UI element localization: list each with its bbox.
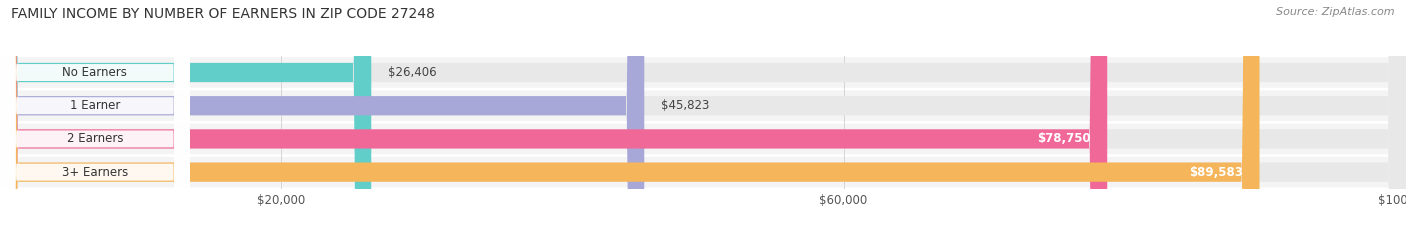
Text: Source: ZipAtlas.com: Source: ZipAtlas.com xyxy=(1277,7,1395,17)
Text: $78,750: $78,750 xyxy=(1036,132,1091,145)
FancyBboxPatch shape xyxy=(0,0,190,233)
FancyBboxPatch shape xyxy=(0,0,1108,233)
Text: $89,583: $89,583 xyxy=(1189,166,1243,179)
Text: FAMILY INCOME BY NUMBER OF EARNERS IN ZIP CODE 27248: FAMILY INCOME BY NUMBER OF EARNERS IN ZI… xyxy=(11,7,434,21)
FancyBboxPatch shape xyxy=(0,124,1406,154)
FancyBboxPatch shape xyxy=(0,90,1406,121)
Text: 3+ Earners: 3+ Earners xyxy=(62,166,128,179)
FancyBboxPatch shape xyxy=(0,0,190,233)
FancyBboxPatch shape xyxy=(0,0,371,233)
Text: No Earners: No Earners xyxy=(62,66,128,79)
FancyBboxPatch shape xyxy=(0,0,190,233)
FancyBboxPatch shape xyxy=(0,0,644,233)
FancyBboxPatch shape xyxy=(0,0,190,233)
Text: $26,406: $26,406 xyxy=(388,66,437,79)
Text: 1 Earner: 1 Earner xyxy=(70,99,120,112)
FancyBboxPatch shape xyxy=(0,157,1406,187)
Text: 2 Earners: 2 Earners xyxy=(66,132,124,145)
Text: $45,823: $45,823 xyxy=(661,99,710,112)
FancyBboxPatch shape xyxy=(0,0,1260,233)
FancyBboxPatch shape xyxy=(0,57,1406,88)
